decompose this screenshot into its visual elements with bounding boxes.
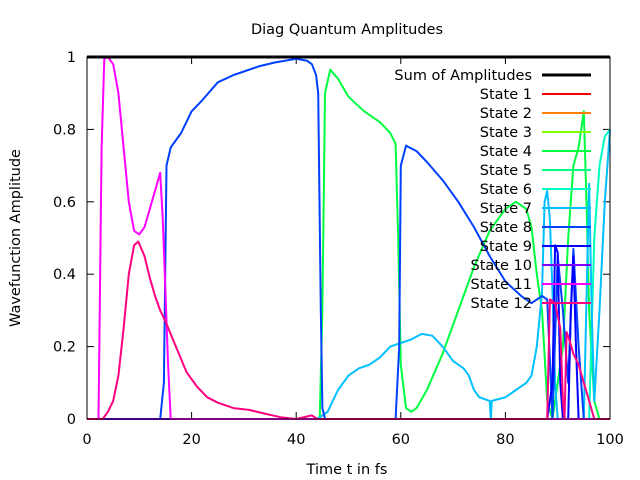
legend-label: State 6 [480,182,532,198]
x-tick-label: 0 [82,432,91,448]
legend-label: State 8 [480,220,532,236]
x-tick-label: 20 [182,432,200,448]
chart-title: Diag Quantum Amplitudes [251,22,443,38]
y-tick-label: 1 [67,50,76,66]
legend: Sum of Amplitudes State 1 State 2 State 3 St… [394,68,591,312]
x-tick-label: 60 [392,432,410,448]
legend-label: State 7 [480,201,532,217]
legend-label: State 10 [471,258,532,274]
series-line-4 [87,68,610,420]
y-tick-label: 0.4 [53,267,76,283]
legend-label: State 4 [480,144,532,160]
x-axis-label: Time t in fs [306,462,388,478]
legend-label: State 2 [480,106,532,122]
y-tick-label: 0.2 [53,340,76,356]
y-axis-label: Wavefunction Amplitude [8,149,24,327]
legend-label: State 3 [480,125,532,141]
legend-label: State 12 [471,296,532,312]
y-tick-label: 0.8 [53,122,76,138]
legend-label: Sum of Amplitudes [394,68,532,84]
series-line-12 [87,240,610,420]
y-tick-label: 0.6 [53,195,76,211]
x-tick-label: 80 [496,432,514,448]
y-tick-label: 0 [67,412,76,428]
legend-label: State 5 [480,163,532,179]
legend-label: State 1 [480,87,532,103]
legend-label: State 9 [480,239,532,255]
axis-ticks: 0 20 40 60 80 100 0 0.2 0.4 0.6 0.8 1 [53,50,624,448]
legend-label: State 11 [471,277,532,293]
x-tick-label: 40 [287,432,305,448]
x-tick-label: 100 [596,432,624,448]
series-line-11 [87,56,610,420]
plot-frame [86,56,611,420]
